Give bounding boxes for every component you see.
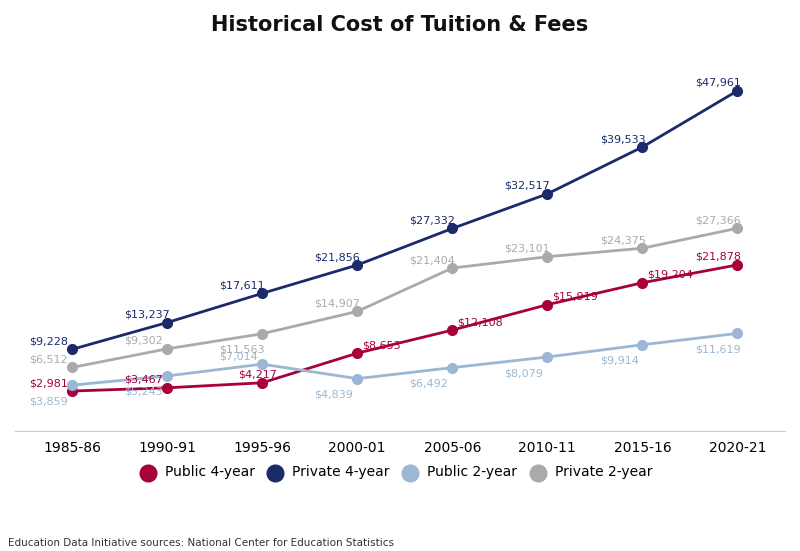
Private 2-year [733, 225, 742, 231]
Private 4-year [733, 88, 742, 94]
Line: Private 2-year: Private 2-year [67, 223, 742, 372]
Text: $12,108: $12,108 [457, 317, 502, 327]
Text: $8,653: $8,653 [362, 340, 401, 350]
Text: $9,228: $9,228 [30, 336, 68, 347]
Text: $6,512: $6,512 [30, 354, 68, 364]
Text: $7,014: $7,014 [219, 351, 258, 361]
Text: $17,611: $17,611 [219, 280, 265, 290]
Text: $19,204: $19,204 [647, 270, 693, 280]
Private 2-year [258, 331, 267, 337]
Text: $9,914: $9,914 [600, 356, 638, 366]
Text: $23,101: $23,101 [505, 244, 550, 253]
Private 4-year [353, 262, 362, 268]
Private 2-year [162, 345, 172, 352]
Text: $11,563: $11,563 [219, 345, 265, 355]
Public 2-year [638, 342, 647, 348]
Public 4-year [67, 388, 77, 395]
Public 2-year [162, 372, 172, 379]
Public 2-year [733, 330, 742, 337]
Text: $27,366: $27,366 [694, 215, 741, 225]
Text: $39,533: $39,533 [600, 134, 646, 144]
Text: $21,404: $21,404 [410, 255, 455, 265]
Text: $2,981: $2,981 [30, 378, 68, 388]
Private 2-year [447, 264, 457, 271]
Private 2-year [67, 364, 77, 371]
Public 4-year [542, 301, 552, 308]
Private 2-year [542, 253, 552, 260]
Text: $15,919: $15,919 [552, 291, 598, 301]
Text: $21,878: $21,878 [694, 252, 741, 262]
Public 4-year [258, 380, 267, 386]
Public 2-year [447, 364, 457, 371]
Private 2-year [353, 308, 362, 315]
Private 4-year [638, 144, 647, 150]
Line: Public 2-year: Public 2-year [67, 328, 742, 390]
Private 4-year [258, 290, 267, 296]
Text: $11,619: $11,619 [694, 344, 740, 354]
Public 4-year [638, 279, 647, 286]
Text: $27,332: $27,332 [410, 215, 455, 225]
Private 4-year [542, 191, 552, 197]
Text: $47,961: $47,961 [694, 78, 741, 88]
Public 4-year [447, 327, 457, 333]
Line: Public 4-year: Public 4-year [67, 260, 742, 396]
Public 4-year [353, 350, 362, 356]
Title: Historical Cost of Tuition & Fees: Historical Cost of Tuition & Fees [211, 15, 589, 35]
Text: $5,243: $5,243 [124, 387, 163, 397]
Public 4-year [162, 385, 172, 391]
Private 4-year [162, 319, 172, 326]
Text: $6,492: $6,492 [410, 379, 448, 388]
Text: $3,467: $3,467 [124, 375, 163, 385]
Text: $9,302: $9,302 [124, 336, 163, 346]
Text: $32,517: $32,517 [505, 181, 550, 191]
Text: Education Data Initiative sources: National Center for Education Statistics: Education Data Initiative sources: Natio… [8, 538, 394, 548]
Text: $24,375: $24,375 [600, 235, 646, 245]
Public 4-year [733, 262, 742, 268]
Public 2-year [542, 354, 552, 360]
Text: $8,079: $8,079 [505, 368, 543, 378]
Legend: Public 4-year, Private 4-year, Public 2-year, Private 2-year: Public 4-year, Private 4-year, Public 2-… [142, 460, 658, 485]
Text: $4,839: $4,839 [314, 390, 354, 399]
Line: Private 4-year: Private 4-year [67, 86, 742, 354]
Public 2-year [67, 382, 77, 388]
Private 4-year [67, 346, 77, 353]
Private 2-year [638, 245, 647, 251]
Text: $13,237: $13,237 [124, 310, 170, 320]
Private 4-year [447, 225, 457, 232]
Public 2-year [353, 375, 362, 382]
Text: $3,859: $3,859 [30, 396, 68, 406]
Text: $4,217: $4,217 [238, 370, 278, 380]
Text: $14,907: $14,907 [314, 299, 360, 309]
Public 2-year [258, 361, 267, 368]
Text: $21,856: $21,856 [314, 252, 360, 262]
